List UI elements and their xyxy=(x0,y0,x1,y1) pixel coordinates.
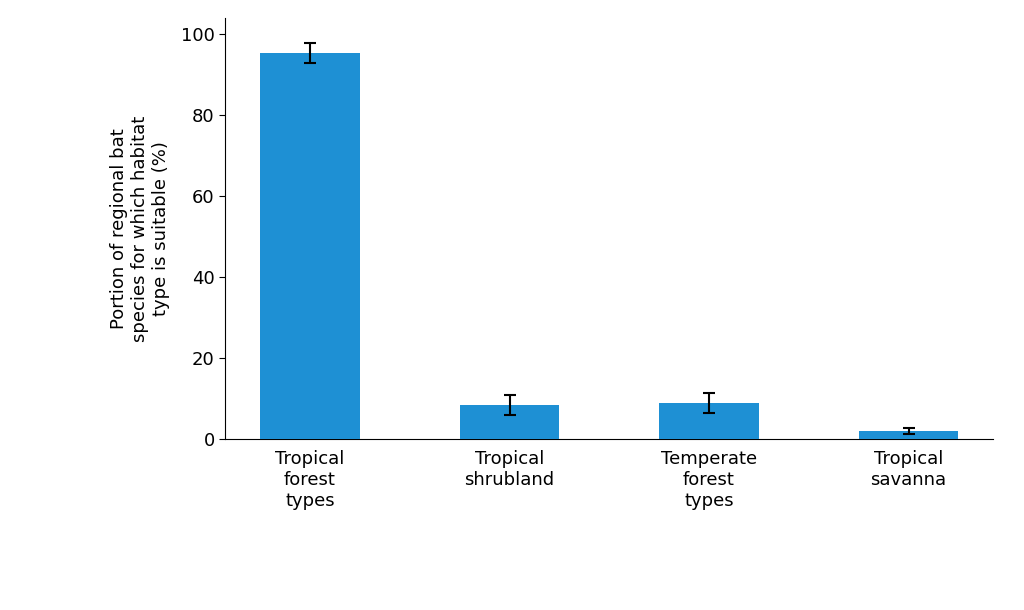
Y-axis label: Portion of regional bat
species for which habitat
type is suitable (%): Portion of regional bat species for whic… xyxy=(111,116,170,342)
Bar xyxy=(859,431,958,439)
Bar xyxy=(260,52,359,439)
Bar xyxy=(460,405,559,439)
Bar xyxy=(659,403,759,439)
